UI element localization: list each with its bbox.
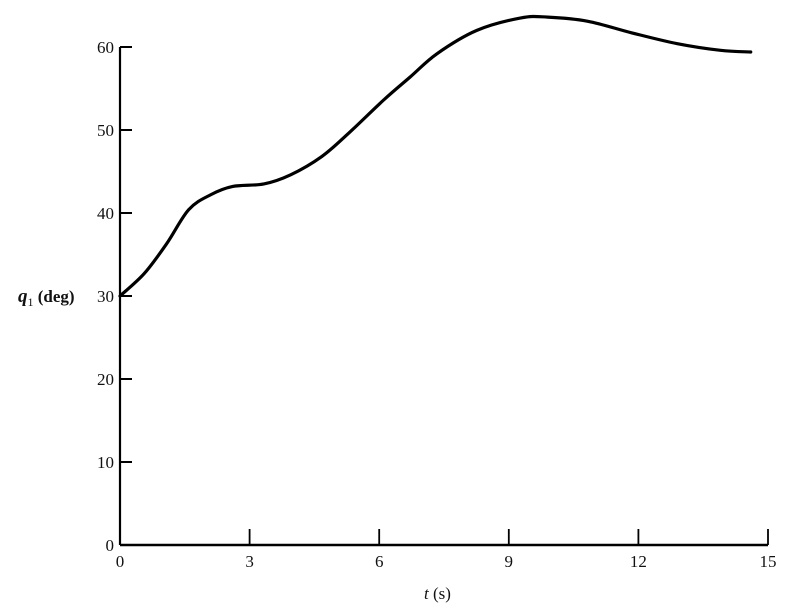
x-tick-label: 15 xyxy=(760,552,777,571)
y-tick-label: 60 xyxy=(97,38,114,57)
y-axis-subscript: 1 xyxy=(28,295,34,309)
y-axis-unit: (deg) xyxy=(34,287,75,306)
y-tick-label: 50 xyxy=(97,121,114,140)
x-tick-label: 3 xyxy=(245,552,254,571)
x-tick-label: 6 xyxy=(375,552,384,571)
x-tick-label: 9 xyxy=(505,552,514,571)
x-axis-unit: (s) xyxy=(429,584,451,603)
x-tick-label: 0 xyxy=(116,552,125,571)
x-axis-label: t (s) xyxy=(424,584,451,603)
x-tick-label: 12 xyxy=(630,552,647,571)
x-axis-symbol: t xyxy=(424,584,430,603)
ticks: 0 10 20 30 40 50 60 0 3 6 9 12 15 xyxy=(97,38,777,571)
y-tick-label: 0 xyxy=(106,536,115,555)
y-tick-label: 10 xyxy=(97,453,114,472)
axes xyxy=(118,47,768,547)
y-axis-symbol: q xyxy=(18,286,28,307)
y-tick-label: 40 xyxy=(97,204,114,223)
y-axis-label: q1 (deg) xyxy=(18,286,75,309)
y-tick-label: 30 xyxy=(97,287,114,306)
y-tick-label: 20 xyxy=(97,370,114,389)
series-line xyxy=(118,14,753,298)
